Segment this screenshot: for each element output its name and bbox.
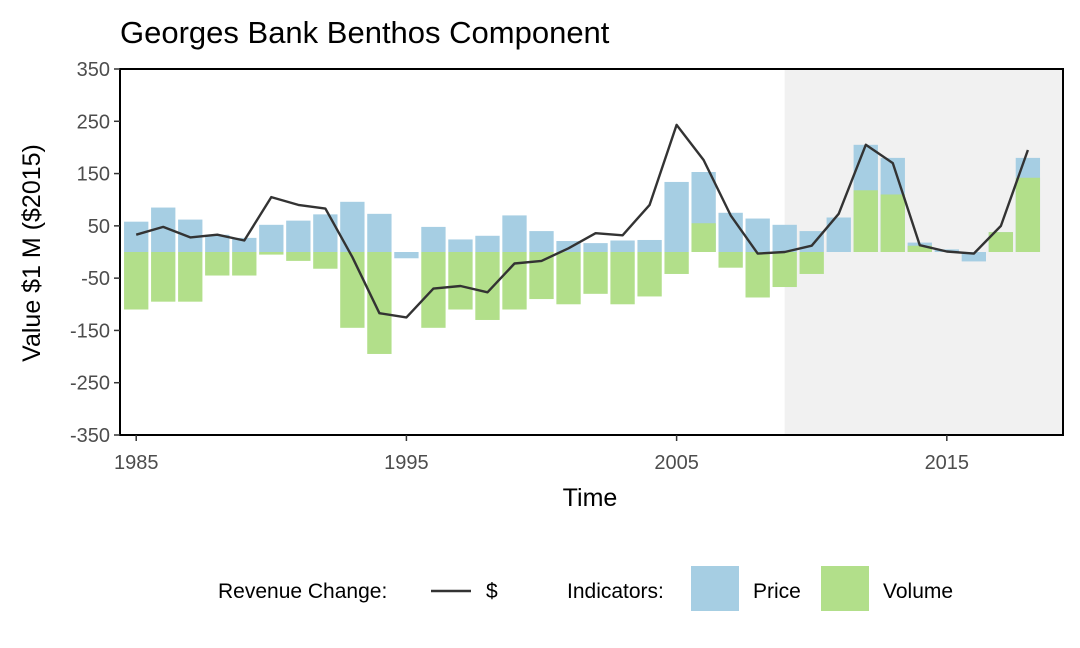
price-bar-1989 bbox=[232, 237, 257, 252]
volume-bar-2004 bbox=[637, 252, 662, 297]
volume-bars bbox=[124, 177, 1041, 354]
price-bar-2009 bbox=[772, 224, 797, 252]
volume-bar-2010 bbox=[799, 252, 824, 274]
price-bar-1991 bbox=[286, 220, 311, 252]
chart-title: Georges Bank Benthos Component bbox=[120, 15, 610, 50]
volume-bar-2002 bbox=[583, 252, 608, 294]
legend: Revenue Change: $ Indicators: Price Volu… bbox=[218, 566, 953, 611]
volume-bar-2013 bbox=[880, 194, 905, 252]
price-bar-2008 bbox=[745, 218, 770, 252]
volume-bar-2018 bbox=[1015, 177, 1041, 252]
volume-bar-1989 bbox=[232, 252, 257, 276]
x-axis: 1985 1995 2005 2015 bbox=[114, 435, 969, 474]
revenue-line bbox=[135, 123, 1030, 319]
plot-panel bbox=[119, 68, 1064, 436]
price-bar-1993 bbox=[340, 201, 365, 252]
volume-bar-2008 bbox=[745, 252, 770, 298]
volume-bar-1987 bbox=[178, 252, 203, 302]
volume-bar-2014 bbox=[907, 245, 932, 252]
price-bar-1999 bbox=[502, 215, 527, 252]
price-bar-2003 bbox=[610, 240, 635, 252]
volume-bar-2017 bbox=[988, 232, 1014, 252]
price-bar-2000 bbox=[529, 231, 554, 252]
price-bar-2007 bbox=[718, 212, 743, 252]
volume-bar-2005 bbox=[664, 252, 689, 274]
y-axis: 350 250 150 50 -50 -150 -250 -350 bbox=[70, 59, 120, 447]
volume-bar-1994 bbox=[367, 252, 392, 354]
legend-volume-label: Volume bbox=[883, 580, 953, 603]
volume-bar-2006 bbox=[691, 223, 716, 252]
volume-bar-1998 bbox=[475, 252, 500, 320]
price-bar-1996 bbox=[421, 226, 446, 252]
volume-bar-1997 bbox=[448, 252, 473, 310]
volume-bar-1992 bbox=[313, 252, 338, 269]
price-bar-1988 bbox=[205, 234, 230, 252]
price-bar-1994 bbox=[367, 213, 392, 252]
price-bar-1995 bbox=[394, 252, 419, 259]
price-bar-2002 bbox=[583, 243, 608, 252]
volume-bar-1986 bbox=[151, 252, 176, 302]
price-bar-2004 bbox=[637, 239, 662, 252]
volume-bar-2001 bbox=[556, 252, 581, 305]
volume-bar-2012 bbox=[853, 190, 878, 252]
y-tick-label: 150 bbox=[77, 164, 110, 186]
price-bar-1998 bbox=[475, 235, 500, 252]
price-bar-2016 bbox=[961, 252, 986, 262]
legend-volume-key bbox=[821, 566, 869, 611]
y-tick-label: -50 bbox=[81, 268, 110, 290]
volume-bar-2000 bbox=[529, 252, 554, 300]
y-tick-label: 250 bbox=[77, 111, 110, 133]
legend-price-label: Price bbox=[753, 580, 801, 603]
volume-bar-1993 bbox=[340, 252, 365, 328]
price-bar-1992 bbox=[313, 214, 338, 252]
y-tick-label: -350 bbox=[70, 425, 110, 447]
x-tick-label: 1995 bbox=[384, 452, 429, 474]
y-tick-label: -150 bbox=[70, 320, 110, 342]
x-tick-label: 2015 bbox=[925, 452, 970, 474]
volume-bar-1990 bbox=[259, 252, 284, 255]
legend-line-label: $ bbox=[486, 580, 498, 603]
price-bar-2001 bbox=[556, 241, 581, 252]
legend-price-key bbox=[691, 566, 739, 611]
x-tick-label: 2005 bbox=[654, 452, 699, 474]
price-bar-1990 bbox=[259, 224, 284, 252]
legend-fill-title: Indicators: bbox=[567, 580, 664, 603]
x-tick-label: 1985 bbox=[114, 452, 159, 474]
price-bar-1997 bbox=[448, 239, 473, 252]
volume-bar-2009 bbox=[772, 252, 797, 288]
volume-bar-2003 bbox=[610, 252, 635, 305]
volume-bar-1991 bbox=[286, 252, 311, 261]
x-axis-title: Time bbox=[563, 484, 618, 512]
y-tick-label: -250 bbox=[70, 373, 110, 395]
price-bar-2005 bbox=[664, 181, 689, 252]
panel-border bbox=[119, 68, 1064, 436]
volume-bar-2007 bbox=[718, 252, 743, 268]
y-tick-label: 50 bbox=[88, 216, 110, 238]
volume-bar-1985 bbox=[124, 252, 149, 310]
legend-line-title: Revenue Change: bbox=[218, 580, 387, 603]
y-axis-title: Value $1 M ($2015) bbox=[18, 144, 46, 362]
volume-bar-1999 bbox=[502, 252, 527, 310]
volume-bar-1988 bbox=[205, 252, 230, 276]
price-bar-1985 bbox=[124, 221, 149, 252]
y-tick-label: 350 bbox=[77, 59, 110, 81]
